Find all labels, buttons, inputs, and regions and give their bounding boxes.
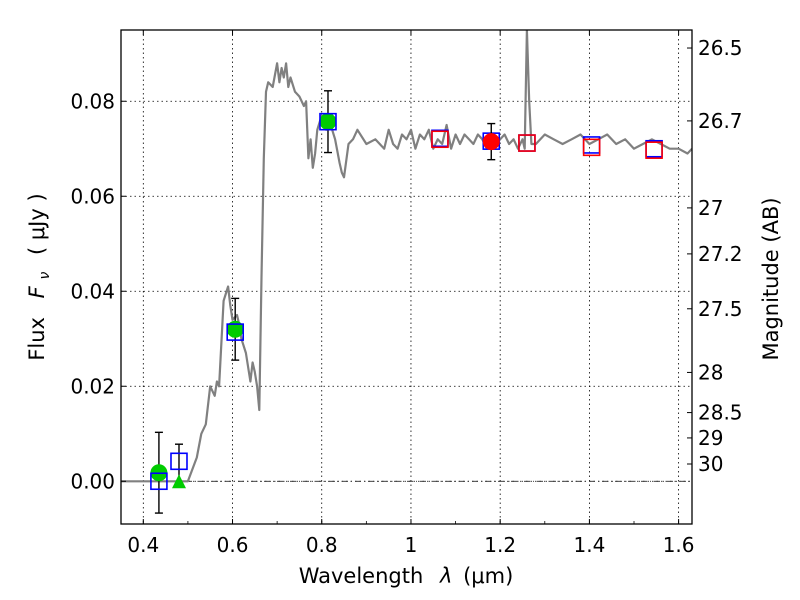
ticks: 0.4 0.6 0.8 1 1.2 1.4 1.6 0.00 0.02 0.04 0.06 0.08 2… (70, 30, 743, 557)
ir-model-square (645, 141, 663, 159)
y-axis-label: Flux F ν ( μJy ) (25, 193, 54, 360)
upper-limit-triangle (171, 474, 186, 489)
ir-model-square (431, 130, 449, 149)
model-square (319, 112, 337, 131)
x-axis-label-text: Wavelength (299, 564, 424, 588)
y-tick-label: 0.00 (70, 469, 115, 493)
y2-axis-label: Magnitude (AB) (759, 197, 783, 360)
x-axis-label-unit: (μm) (463, 564, 513, 588)
model-square (150, 472, 168, 491)
x-tick-label: 1.6 (663, 533, 695, 557)
mag-tick-label: 28.5 (698, 401, 743, 425)
x-axis-label: Wavelength λ (μm) (299, 564, 514, 588)
y-tick-label: 0.06 (70, 184, 115, 208)
x-tick-label: 0.4 (127, 533, 159, 557)
mag-tick-label: 27.5 (698, 297, 743, 321)
grid (121, 30, 692, 524)
y-tick-label: 0.02 (70, 374, 115, 398)
y-tick-label: 0.08 (70, 89, 115, 113)
x-tick-label: 1.4 (573, 533, 605, 557)
x-tick-label: 0.6 (217, 533, 249, 557)
model-square (226, 323, 244, 341)
plot-area (121, 30, 692, 483)
photometry-point (319, 113, 337, 131)
y-axis-label-text: Flux (25, 317, 49, 361)
ir-photometry-point (482, 133, 500, 151)
mag-tick-label: 30 (698, 452, 723, 476)
mag-tick-label: 27 (698, 196, 723, 220)
x-tick-label: 1.2 (484, 533, 516, 557)
mag-tick-label: 28 (698, 360, 723, 384)
mag-tick-label: 29 (698, 426, 723, 450)
mag-tick-label: 26.5 (698, 36, 743, 60)
markers (150, 90, 663, 514)
x-axis-label-symbol: λ (439, 564, 452, 588)
y-axis-label-unit: ( μJy ) (25, 193, 49, 255)
x-tick-label: 0.8 (306, 533, 338, 557)
plot-frame (120, 29, 693, 525)
mag-tick-label: 26.7 (698, 109, 743, 133)
y-axis-label-symbol: F (25, 285, 49, 298)
mag-tick-label: 27.2 (698, 242, 743, 266)
x-tick-label: 1 (405, 533, 418, 557)
ir-model-square (582, 138, 601, 157)
y-tick-label: 0.04 (70, 279, 115, 303)
spectrum-line (121, 30, 692, 483)
model-square (170, 452, 188, 471)
y-axis-label-subscript: ν (37, 272, 53, 280)
ir-model-square (518, 134, 536, 152)
